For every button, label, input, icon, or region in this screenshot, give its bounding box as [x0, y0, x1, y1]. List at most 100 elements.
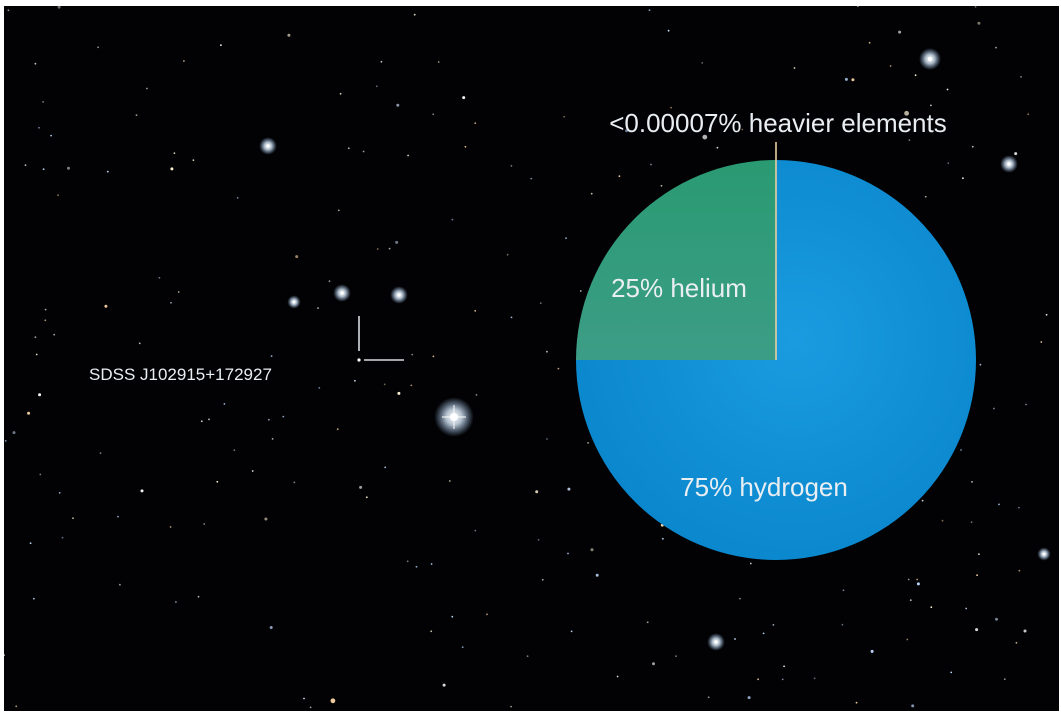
star: [1015, 641, 1018, 644]
star: [413, 13, 416, 16]
star: [856, 6, 859, 8]
star: [565, 237, 567, 240]
star: [12, 431, 16, 435]
star: [309, 706, 312, 709]
star: [365, 496, 368, 499]
star: [430, 563, 433, 565]
star: [347, 147, 350, 150]
star: [173, 152, 176, 155]
star: [303, 697, 305, 700]
star: [930, 606, 933, 609]
star: [317, 307, 319, 309]
star: [474, 529, 477, 532]
star: [146, 87, 148, 90]
star: [407, 154, 409, 157]
star: [646, 621, 649, 624]
star: [282, 415, 285, 418]
star: [27, 411, 31, 415]
star: [909, 599, 912, 602]
star: [971, 145, 974, 148]
star: [264, 517, 268, 521]
star: [42, 168, 45, 171]
star: [198, 378, 201, 381]
star: [530, 177, 533, 180]
star: [7, 9, 10, 12]
star: [57, 194, 59, 197]
star: [474, 122, 477, 124]
star: [451, 615, 454, 618]
star: [39, 473, 42, 476]
bright-star: [1042, 552, 1046, 556]
star: [1040, 341, 1043, 343]
bright-star: [292, 300, 296, 304]
star: [1025, 403, 1027, 406]
star: [1045, 313, 1048, 316]
star: [716, 146, 719, 149]
star: [911, 704, 915, 708]
star: [590, 192, 593, 195]
star: [546, 438, 548, 440]
star: [33, 597, 35, 600]
star: [977, 21, 981, 25]
star: [739, 597, 741, 600]
star: [432, 113, 435, 116]
star: [870, 649, 874, 653]
bright-star: [397, 293, 401, 297]
star: [339, 92, 342, 95]
star: [747, 696, 751, 700]
star: [567, 487, 571, 491]
star: [15, 705, 18, 708]
star: [960, 449, 962, 451]
star: [406, 560, 409, 563]
star: [135, 114, 138, 116]
star: [916, 578, 918, 581]
star: [851, 78, 855, 82]
star: [914, 74, 917, 77]
star: [97, 46, 99, 49]
star: [652, 662, 655, 666]
star: [362, 150, 365, 153]
star: [170, 167, 174, 171]
star: [1018, 569, 1021, 572]
star: [546, 350, 548, 353]
star: [330, 698, 336, 704]
star: [388, 247, 391, 250]
star: [813, 677, 816, 680]
label-heavier-elements: <0.00007% heavier elements: [609, 108, 947, 138]
star: [200, 420, 203, 423]
scene-svg: SDSS J102915+172927 75% hydrogen 25% heli…: [4, 6, 1051, 709]
star: [868, 41, 871, 44]
star: [464, 145, 467, 148]
star: [57, 6, 61, 9]
star: [539, 302, 542, 304]
star: [44, 308, 47, 311]
star: [595, 573, 599, 577]
star: [236, 197, 239, 199]
star: [670, 106, 672, 109]
star: [1023, 629, 1027, 633]
bright-star: [266, 144, 270, 148]
star: [667, 29, 670, 32]
star: [269, 626, 273, 629]
target-label: SDSS J102915+172927: [89, 365, 272, 384]
bright-star: [927, 56, 933, 62]
star: [4, 440, 7, 442]
star: [971, 481, 973, 483]
star: [380, 60, 383, 63]
star: [618, 175, 621, 178]
star: [432, 355, 435, 358]
star: [579, 290, 582, 292]
star: [448, 480, 451, 482]
star: [734, 638, 736, 640]
star: [474, 310, 477, 312]
star: [337, 209, 340, 212]
star: [24, 164, 27, 167]
star: [993, 407, 995, 410]
star: [660, 184, 663, 187]
star: [970, 521, 973, 523]
star: [510, 705, 512, 708]
star: [415, 565, 418, 568]
star: [251, 470, 254, 472]
star: [995, 617, 998, 621]
